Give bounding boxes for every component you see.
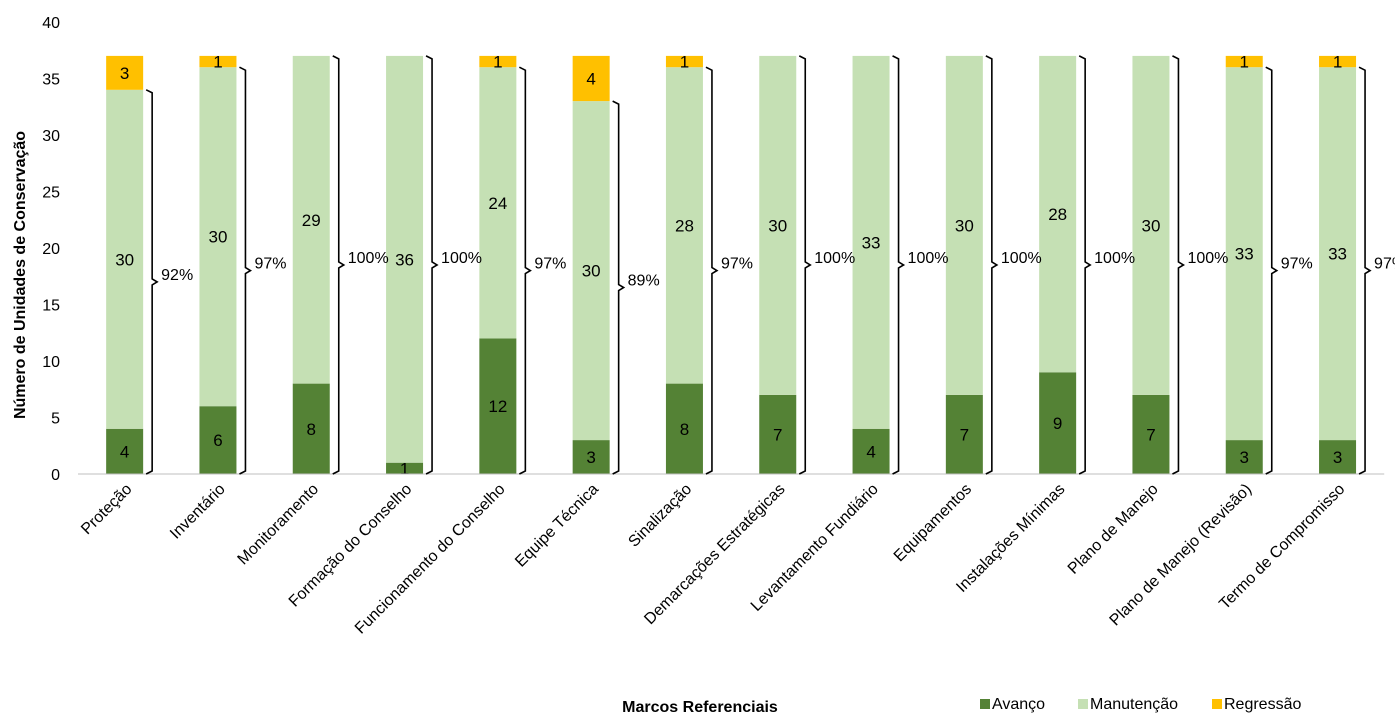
percent-bracket xyxy=(239,67,250,474)
percent-bracket xyxy=(426,56,437,474)
percent-bracket xyxy=(613,101,624,474)
data-label: 1 xyxy=(493,53,502,72)
percent-bracket xyxy=(1172,56,1183,474)
data-label: 7 xyxy=(960,425,969,444)
data-label: 7 xyxy=(1146,425,1155,444)
percent-label: 97% xyxy=(1281,256,1313,273)
data-label: 30 xyxy=(1141,216,1160,235)
y-axis: 0 5 10 15 20 25 30 35 40 xyxy=(42,15,60,484)
data-label: 28 xyxy=(1048,205,1067,224)
percent-label: 92% xyxy=(161,267,193,284)
percent-label: 100% xyxy=(908,250,949,267)
percent-bracket xyxy=(1359,67,1370,474)
percent-label: 97% xyxy=(1374,256,1395,273)
legend-swatch xyxy=(980,699,990,709)
category-label: Funcionamento do Conselho xyxy=(352,481,509,638)
data-label: 30 xyxy=(582,262,601,281)
category-label: Proteção xyxy=(78,481,135,538)
percent-bracket xyxy=(1266,67,1277,474)
data-label: 33 xyxy=(1235,245,1254,264)
data-label: 24 xyxy=(488,194,507,213)
data-label: 3 xyxy=(1333,448,1342,467)
percent-bracket xyxy=(333,56,344,474)
percent-label: 89% xyxy=(628,273,660,290)
data-label: 12 xyxy=(488,397,507,416)
percent-bracket xyxy=(1079,56,1090,474)
data-label: 36 xyxy=(395,250,414,269)
y-tick-label: 25 xyxy=(42,185,60,202)
category-label: Equipamentos xyxy=(891,481,975,565)
y-tick-label: 20 xyxy=(42,241,60,258)
percent-label: 100% xyxy=(1187,250,1228,267)
percent-label: 97% xyxy=(721,256,753,273)
percent-bracket xyxy=(986,56,997,474)
data-label: 3 xyxy=(586,448,595,467)
legend-label: Avanço xyxy=(992,696,1045,713)
data-label: 30 xyxy=(208,228,227,247)
percent-bracket xyxy=(519,67,530,474)
legend-label: Regressão xyxy=(1224,696,1301,713)
percent-label: 100% xyxy=(348,250,389,267)
data-label: 33 xyxy=(1328,245,1347,264)
data-label: 4 xyxy=(586,70,595,89)
data-label: 6 xyxy=(213,431,222,450)
data-label: 1 xyxy=(1240,53,1249,72)
category-label: Plano de Manejo xyxy=(1065,481,1162,578)
percent-label: 97% xyxy=(534,256,566,273)
legend-label: Manutenção xyxy=(1090,696,1178,713)
legend: Avanço Manutenção Regressão xyxy=(980,696,1301,713)
data-label: 1 xyxy=(680,53,689,72)
data-label: 4 xyxy=(866,442,875,461)
data-label: 3 xyxy=(120,64,129,83)
data-label: 8 xyxy=(307,420,316,439)
category-label: Inventário xyxy=(167,481,229,543)
category-label: Sinalização xyxy=(625,481,695,551)
legend-swatch xyxy=(1212,699,1222,709)
data-label: 30 xyxy=(768,216,787,235)
percent-label: 97% xyxy=(254,256,286,273)
data-label: 1 xyxy=(213,53,222,72)
data-label: 9 xyxy=(1053,414,1062,433)
y-axis-title: Número de Unidades de Conservação xyxy=(12,131,29,419)
percent-bracket xyxy=(799,56,810,474)
data-label: 30 xyxy=(955,216,974,235)
data-label: 28 xyxy=(675,216,694,235)
percent-label: 100% xyxy=(814,250,855,267)
percent-bracket xyxy=(146,90,157,474)
data-label: 1 xyxy=(1333,53,1342,72)
y-tick-label: 5 xyxy=(51,411,60,428)
data-label: 3 xyxy=(1240,448,1249,467)
data-label: 33 xyxy=(862,233,881,252)
y-tick-label: 15 xyxy=(42,298,60,315)
category-label: Instalações Mínimas xyxy=(953,481,1068,596)
percent-label: 100% xyxy=(1094,250,1135,267)
y-tick-label: 10 xyxy=(42,354,60,371)
percent-label: 100% xyxy=(1001,250,1042,267)
category-labels: Proteção Inventário MonitoramentoFormação … xyxy=(78,481,1348,638)
data-label: 4 xyxy=(120,442,129,461)
percent-bracket xyxy=(706,67,717,474)
percent-bracket xyxy=(893,56,904,474)
x-axis-title: Marcos Referenciais xyxy=(622,699,778,716)
y-tick-label: 40 xyxy=(42,15,60,32)
data-label: 8 xyxy=(680,420,689,439)
legend-swatch xyxy=(1078,699,1088,709)
y-tick-label: 0 xyxy=(51,467,60,484)
y-tick-label: 35 xyxy=(42,72,60,89)
category-label: Monitoramento xyxy=(235,481,323,569)
data-label: 7 xyxy=(773,425,782,444)
percent-label: 100% xyxy=(441,250,482,267)
data-label: 29 xyxy=(302,211,321,230)
data-label: 30 xyxy=(115,250,134,269)
y-tick-label: 30 xyxy=(42,128,60,145)
category-label: Equipe Técnica xyxy=(512,481,602,571)
